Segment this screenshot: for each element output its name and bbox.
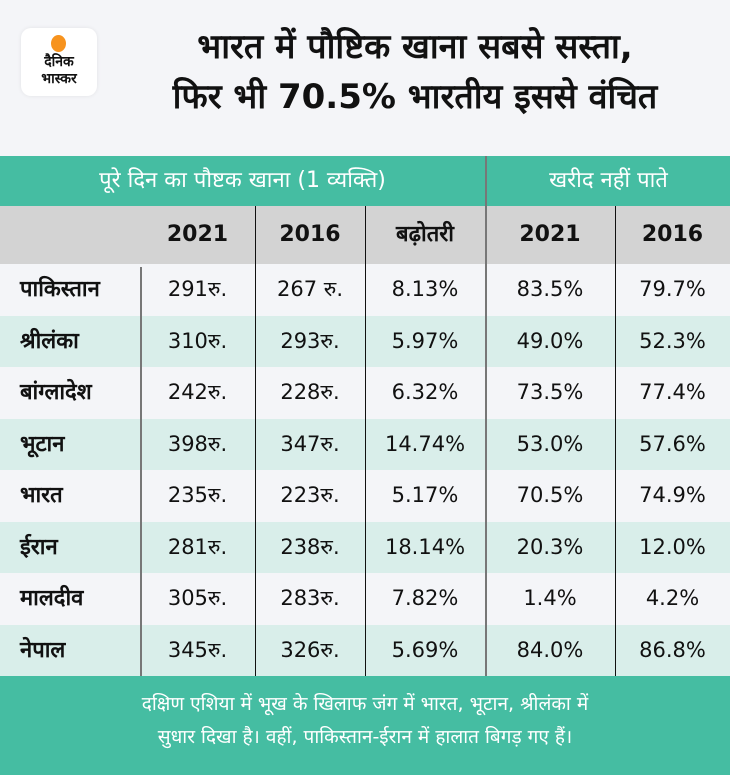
dainik-bhaskar-logo: दैनिक भास्कर: [21, 28, 97, 96]
increase-cell: 7.82%: [391, 586, 459, 610]
divider-group: [485, 156, 487, 676]
cost-2021-cell: 242रु.: [167, 380, 228, 404]
cost-2016-cell: 326रु.: [280, 637, 340, 662]
col-header-cost-2021: 2021: [166, 222, 229, 247]
col-header-cannot-2016: 2016: [641, 222, 704, 247]
table-row: भारत 235रु. 223रु. 5.17% 70.5% 74.9%: [0, 470, 730, 522]
cost-2021-cell: 398रु.: [167, 431, 228, 456]
footer-note: दक्षिण एशिया में भूख के खिलाफ जंग में भा…: [0, 676, 730, 775]
cost-2016-cell: 228रु.: [280, 380, 340, 404]
country-cell: श्रीलंका: [20, 328, 79, 354]
table-row: बांग्लादेश 242रु. 228रु. 6.32% 73.5% 77.4%: [0, 367, 730, 419]
sun-icon: [51, 35, 66, 52]
cannot-afford-2021-cell: 20.3%: [516, 534, 584, 559]
group-header-band: पूरे दिन का पौष्टक खाना (1 व्यक्ति) खरीद…: [0, 156, 730, 206]
cost-2016-cell: 347रु.: [280, 431, 340, 456]
cannot-afford-2021-cell: 84.0%: [516, 637, 584, 662]
cannot-afford-2021-cell: 70.5%: [516, 483, 584, 507]
cost-2016-cell: 293रु.: [280, 328, 340, 353]
headline: भारत में पौष्टिक खाना सबसे सस्ता, फिर भी…: [100, 22, 730, 122]
divider-cost2016: [365, 206, 366, 676]
cannot-afford-2016-cell: 57.6%: [639, 431, 706, 456]
country-cell: बांग्लादेश: [20, 380, 92, 405]
cost-2016-cell: 223रु.: [280, 483, 340, 507]
country-cell: भूटान: [20, 431, 65, 457]
increase-cell: 5.17%: [391, 483, 459, 507]
cannot-afford-2016-cell: 4.2%: [645, 586, 700, 610]
cost-2021-cell: 235रु.: [167, 483, 228, 507]
cannot-afford-2016-cell: 52.3%: [639, 328, 706, 353]
cannot-afford-2021-cell: 49.0%: [516, 328, 584, 353]
increase-cell: 5.97%: [391, 328, 459, 353]
divider-cost2021: [255, 206, 256, 676]
footer-text: दक्षिण एशिया में भूख के खिलाफ जंग में भा…: [20, 688, 710, 754]
increase-cell: 8.13%: [391, 277, 459, 301]
headline-line2: फिर भी 70.5% भारतीय इससे वंचित: [172, 77, 658, 117]
cost-2021-cell: 310रु.: [167, 328, 228, 353]
cannot-afford-2016-cell: 77.4%: [639, 380, 706, 404]
cost-2016-cell: 267 रु.: [277, 277, 343, 301]
col-header-cannot-2021: 2021: [519, 222, 581, 247]
cannot-afford-2021-cell: 1.4%: [523, 586, 577, 610]
cannot-afford-2016-cell: 86.8%: [639, 637, 706, 662]
group-header-daily-nutritious-food: पूरे दिन का पौष्टक खाना (1 व्यक्ति): [99, 168, 386, 193]
divider-country: [140, 267, 142, 676]
col-header-increase: बढ़ोतरी: [396, 222, 454, 247]
cannot-afford-2021-cell: 53.0%: [516, 431, 584, 456]
group-header-cannot-afford: खरीद नहीं पाते: [549, 168, 668, 193]
logo-text-line2: भास्कर: [41, 71, 77, 87]
footer-line2: सुधार दिखा है। वहीं, पाकिस्तान-ईरान में …: [157, 726, 573, 748]
increase-cell: 6.32%: [391, 380, 459, 404]
cannot-afford-2016-cell: 74.9%: [639, 483, 706, 507]
increase-cell: 18.14%: [384, 534, 466, 559]
table-row: मालदीव 305रु. 283रु. 7.82% 1.4% 4.2%: [0, 573, 730, 625]
cannot-afford-2016-cell: 79.7%: [639, 277, 706, 301]
table-row: पाकिस्तान 291रु. 267 रु. 8.13% 83.5% 79.7%: [0, 264, 730, 316]
headline-line1: भारत में पौष्टिक खाना सबसे सस्ता,: [197, 27, 633, 67]
cost-2021-cell: 291रु.: [167, 277, 228, 301]
country-cell: ईरान: [20, 534, 58, 560]
logo-text-line1: दैनिक: [44, 54, 74, 70]
country-cell: मालदीव: [20, 586, 84, 611]
divider-cannot2021: [615, 206, 616, 676]
country-cell: नेपाल: [20, 637, 66, 663]
country-cell: पाकिस्तान: [20, 277, 100, 302]
cannot-afford-2016-cell: 12.0%: [639, 534, 706, 559]
increase-cell: 5.69%: [391, 637, 459, 662]
cannot-afford-2021-cell: 83.5%: [516, 277, 584, 301]
cost-2021-cell: 281रु.: [167, 534, 228, 559]
cost-2021-cell: 305रु.: [167, 586, 228, 610]
cost-2016-cell: 238रु.: [280, 534, 340, 559]
country-cell: भारत: [20, 483, 63, 508]
col-header-cost-2016: 2016: [279, 222, 341, 247]
cannot-afford-2021-cell: 73.5%: [516, 380, 584, 404]
footer-line1: दक्षिण एशिया में भूख के खिलाफ जंग में भा…: [141, 693, 589, 715]
cost-2016-cell: 283रु.: [280, 586, 340, 610]
cost-2021-cell: 345रु.: [167, 637, 228, 662]
increase-cell: 14.74%: [384, 431, 466, 456]
